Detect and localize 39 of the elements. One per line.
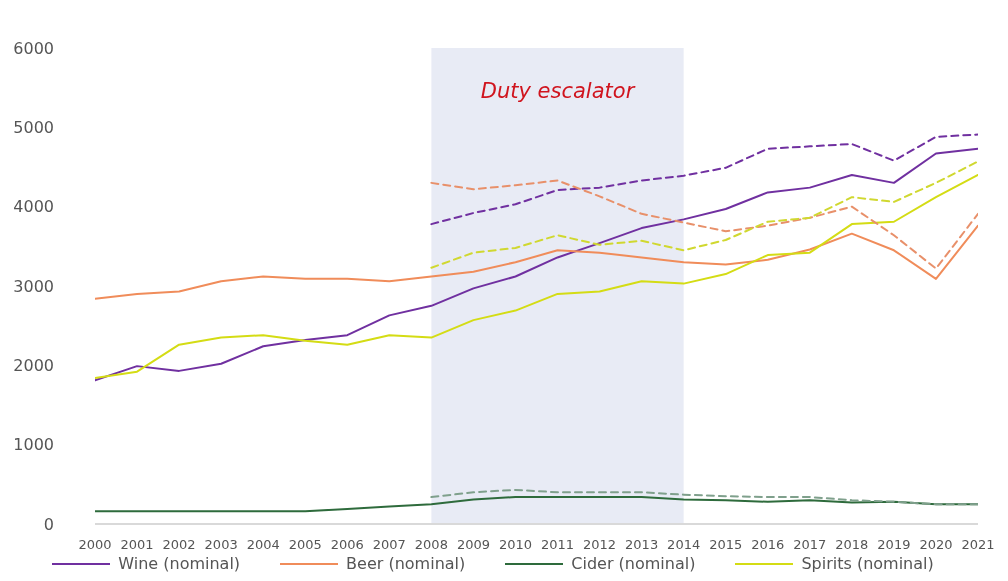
x-tick-label: 2014 bbox=[667, 537, 701, 553]
x-tick-label: 2010 bbox=[498, 537, 533, 553]
x-tick-label: 2011 bbox=[540, 537, 575, 553]
x-tick-label: 2008 bbox=[414, 537, 448, 553]
x-tick-label: 2009 bbox=[456, 537, 490, 553]
x-tick-label: 2013 bbox=[625, 537, 659, 553]
x-tick-label: 2020 bbox=[919, 537, 953, 553]
y-tick-label: 1000 bbox=[13, 435, 54, 455]
x-tick-label: 2002 bbox=[162, 537, 196, 553]
x-tick-label: 2004 bbox=[246, 537, 280, 553]
line-series bbox=[430, 488, 978, 506]
legend-label: Cider (nominal) bbox=[571, 554, 696, 573]
x-tick-label: 2003 bbox=[204, 537, 238, 553]
x-tick-label: 2015 bbox=[709, 537, 743, 553]
y-tick-label: 4000 bbox=[13, 197, 54, 217]
line-series bbox=[95, 224, 978, 300]
legend-label: Wine (nominal) bbox=[118, 554, 241, 573]
x-tick-label: 2021 bbox=[961, 537, 995, 553]
y-tick-label: 0 bbox=[43, 514, 54, 534]
y-tick-label: 5000 bbox=[13, 118, 54, 138]
y-tick-label: 6000 bbox=[13, 38, 54, 58]
x-tick-label: 2005 bbox=[288, 537, 322, 553]
x-tick-label: 2016 bbox=[751, 537, 785, 553]
x-tick-label: 2019 bbox=[877, 537, 911, 553]
legend-label: Spirits (nominal) bbox=[801, 554, 934, 573]
line-series bbox=[430, 133, 978, 226]
line-series bbox=[430, 179, 978, 270]
x-tick-label: 2017 bbox=[793, 537, 827, 553]
x-tick-label: 2006 bbox=[330, 537, 364, 553]
band-label: Duty escalator bbox=[480, 78, 636, 103]
x-tick-label: 2000 bbox=[78, 537, 112, 553]
x-tick-label: 2018 bbox=[835, 537, 869, 553]
x-tick-label: 2007 bbox=[372, 537, 406, 553]
x-tick-label: 2001 bbox=[120, 537, 154, 553]
y-tick-label: 2000 bbox=[13, 356, 54, 376]
x-tick-label: 2012 bbox=[583, 537, 617, 553]
line-series bbox=[430, 160, 978, 269]
y-tick-label: 3000 bbox=[13, 276, 54, 296]
legend-label: Beer (nominal) bbox=[346, 554, 466, 573]
